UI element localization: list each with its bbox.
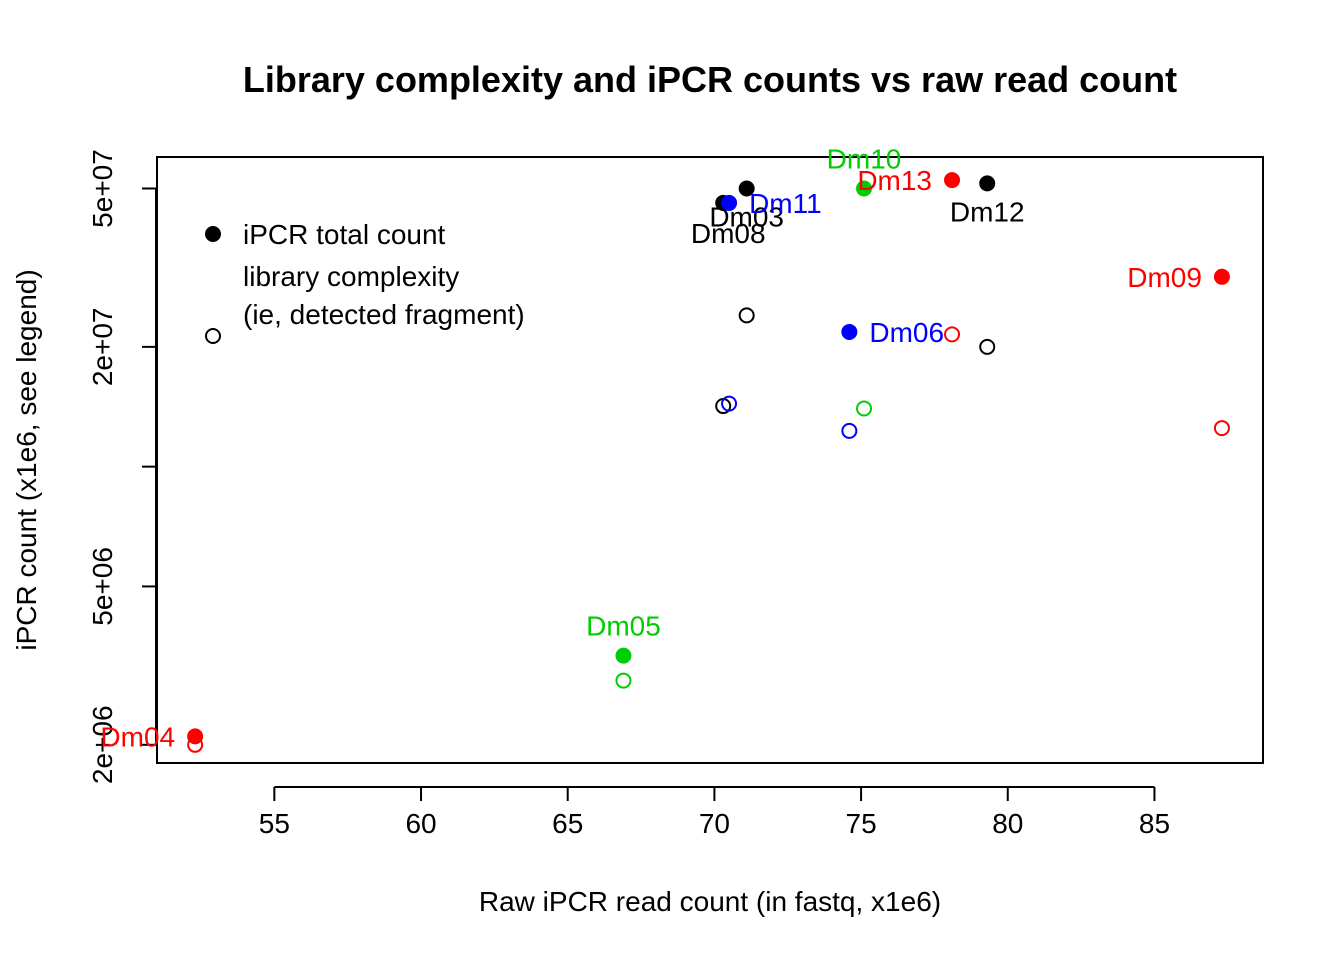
point-label-dm13: Dm13	[857, 165, 932, 196]
legend-entry-text: library complexity	[243, 261, 459, 292]
point-label-dm09: Dm09	[1127, 262, 1202, 293]
point-label-dm03: Dm03	[709, 202, 784, 233]
library-complexity-point	[1213, 420, 1230, 437]
library-complexity-point	[721, 395, 738, 412]
x-tick-label: 85	[1139, 808, 1170, 839]
x-tick-label: 60	[405, 808, 436, 839]
chart-title: Library complexity and iPCR counts vs ra…	[243, 59, 1177, 100]
ipcr-total-point	[856, 180, 873, 197]
ipcr-total-point	[841, 323, 858, 340]
x-axis-label: Raw iPCR read count (in fastq, x1e6)	[479, 886, 941, 917]
y-tick-label: 2e+07	[87, 308, 118, 387]
library-complexity-point	[187, 736, 204, 753]
x-tick-label: 70	[699, 808, 730, 839]
point-label-dm12: Dm12	[950, 196, 1025, 227]
library-complexity-point	[856, 400, 873, 417]
library-complexity-point	[979, 338, 996, 355]
legend-open-marker	[205, 328, 221, 344]
ipcr-total-point	[1213, 268, 1230, 285]
y-axis: 2e+06 5e+06 2e+07 5e+07	[87, 149, 157, 784]
point-label-dm11: Dm11	[749, 188, 822, 219]
y-tick-label: 5e+06	[87, 547, 118, 626]
x-tick-label: 80	[992, 808, 1023, 839]
legend-entry-text: iPCR total count	[243, 219, 446, 250]
x-tick-label: 55	[259, 808, 290, 839]
ipcr-total-point	[721, 194, 738, 211]
ipcr-total-point	[738, 180, 755, 197]
legend-entry-text: (ie, detected fragment)	[243, 299, 525, 330]
ipcr-total-point	[615, 647, 632, 664]
ipcr-total-point	[944, 172, 961, 189]
legend: iPCR total count library complexity (ie, d…	[205, 219, 525, 344]
ipcr-total-point	[979, 175, 996, 192]
data-points	[187, 172, 1230, 753]
point-label-dm08: Dm08	[691, 218, 766, 249]
x-tick-label: 75	[846, 808, 877, 839]
x-tick-label: 65	[552, 808, 583, 839]
point-label-dm04: Dm04	[100, 721, 175, 752]
y-tick-label: 5e+07	[87, 149, 118, 228]
library-complexity-point	[738, 307, 755, 324]
point-label-dm10: Dm10	[827, 144, 902, 175]
y-axis-label: iPCR count (x1e6, see legend)	[11, 269, 42, 650]
y-tick-label: 2e+06	[87, 705, 118, 784]
library-complexity-point	[944, 326, 961, 343]
point-label-dm05: Dm05	[586, 611, 661, 642]
library-complexity-point	[841, 422, 858, 439]
x-axis: 55 60 65 70 75 80 85	[259, 786, 1170, 839]
legend-filled-marker	[205, 226, 221, 242]
point-label-dm06: Dm06	[869, 317, 944, 348]
library-complexity-point	[615, 672, 632, 689]
